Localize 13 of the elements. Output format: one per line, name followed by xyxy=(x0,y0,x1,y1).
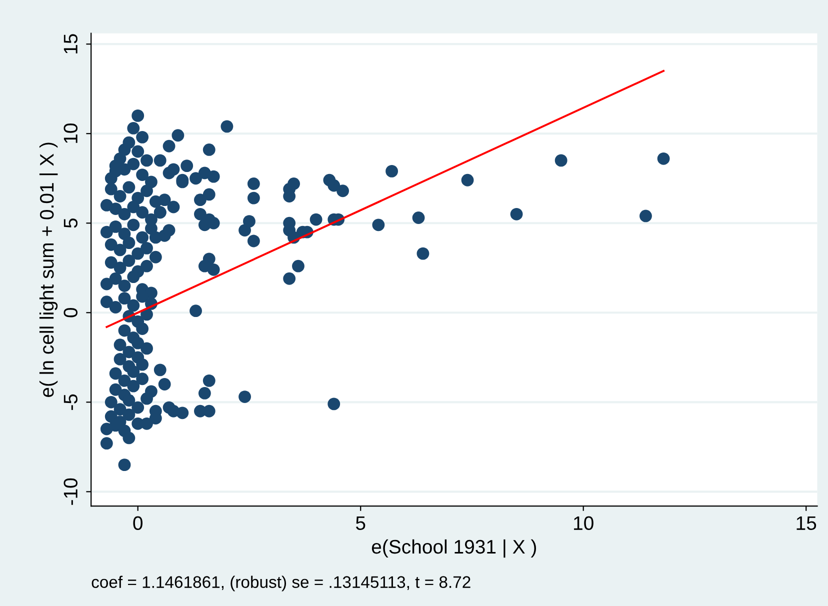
x-tick-label: 15 xyxy=(796,516,816,530)
y-tick-label: -10 xyxy=(64,478,78,505)
x-tick-label: 10 xyxy=(574,516,594,530)
text: coef = 1.1461861, (robust) se = .13145113, t = 8.72 xyxy=(92,576,470,592)
y-tick-label: 0 xyxy=(64,308,78,318)
y-tick-label: 15 xyxy=(64,34,78,54)
x-axis-title: e(School 1931 | X ) xyxy=(372,539,536,558)
x-tick-label: 0 xyxy=(133,516,143,530)
y-tick-label: 10 xyxy=(64,124,78,143)
y-tick-label: -5 xyxy=(64,394,78,410)
y-axis-title: e( ln cell light sum + 0.01 | X ) xyxy=(39,142,58,397)
x-tick-label: 5 xyxy=(356,516,366,530)
y-tick-label: 5 xyxy=(64,218,78,228)
